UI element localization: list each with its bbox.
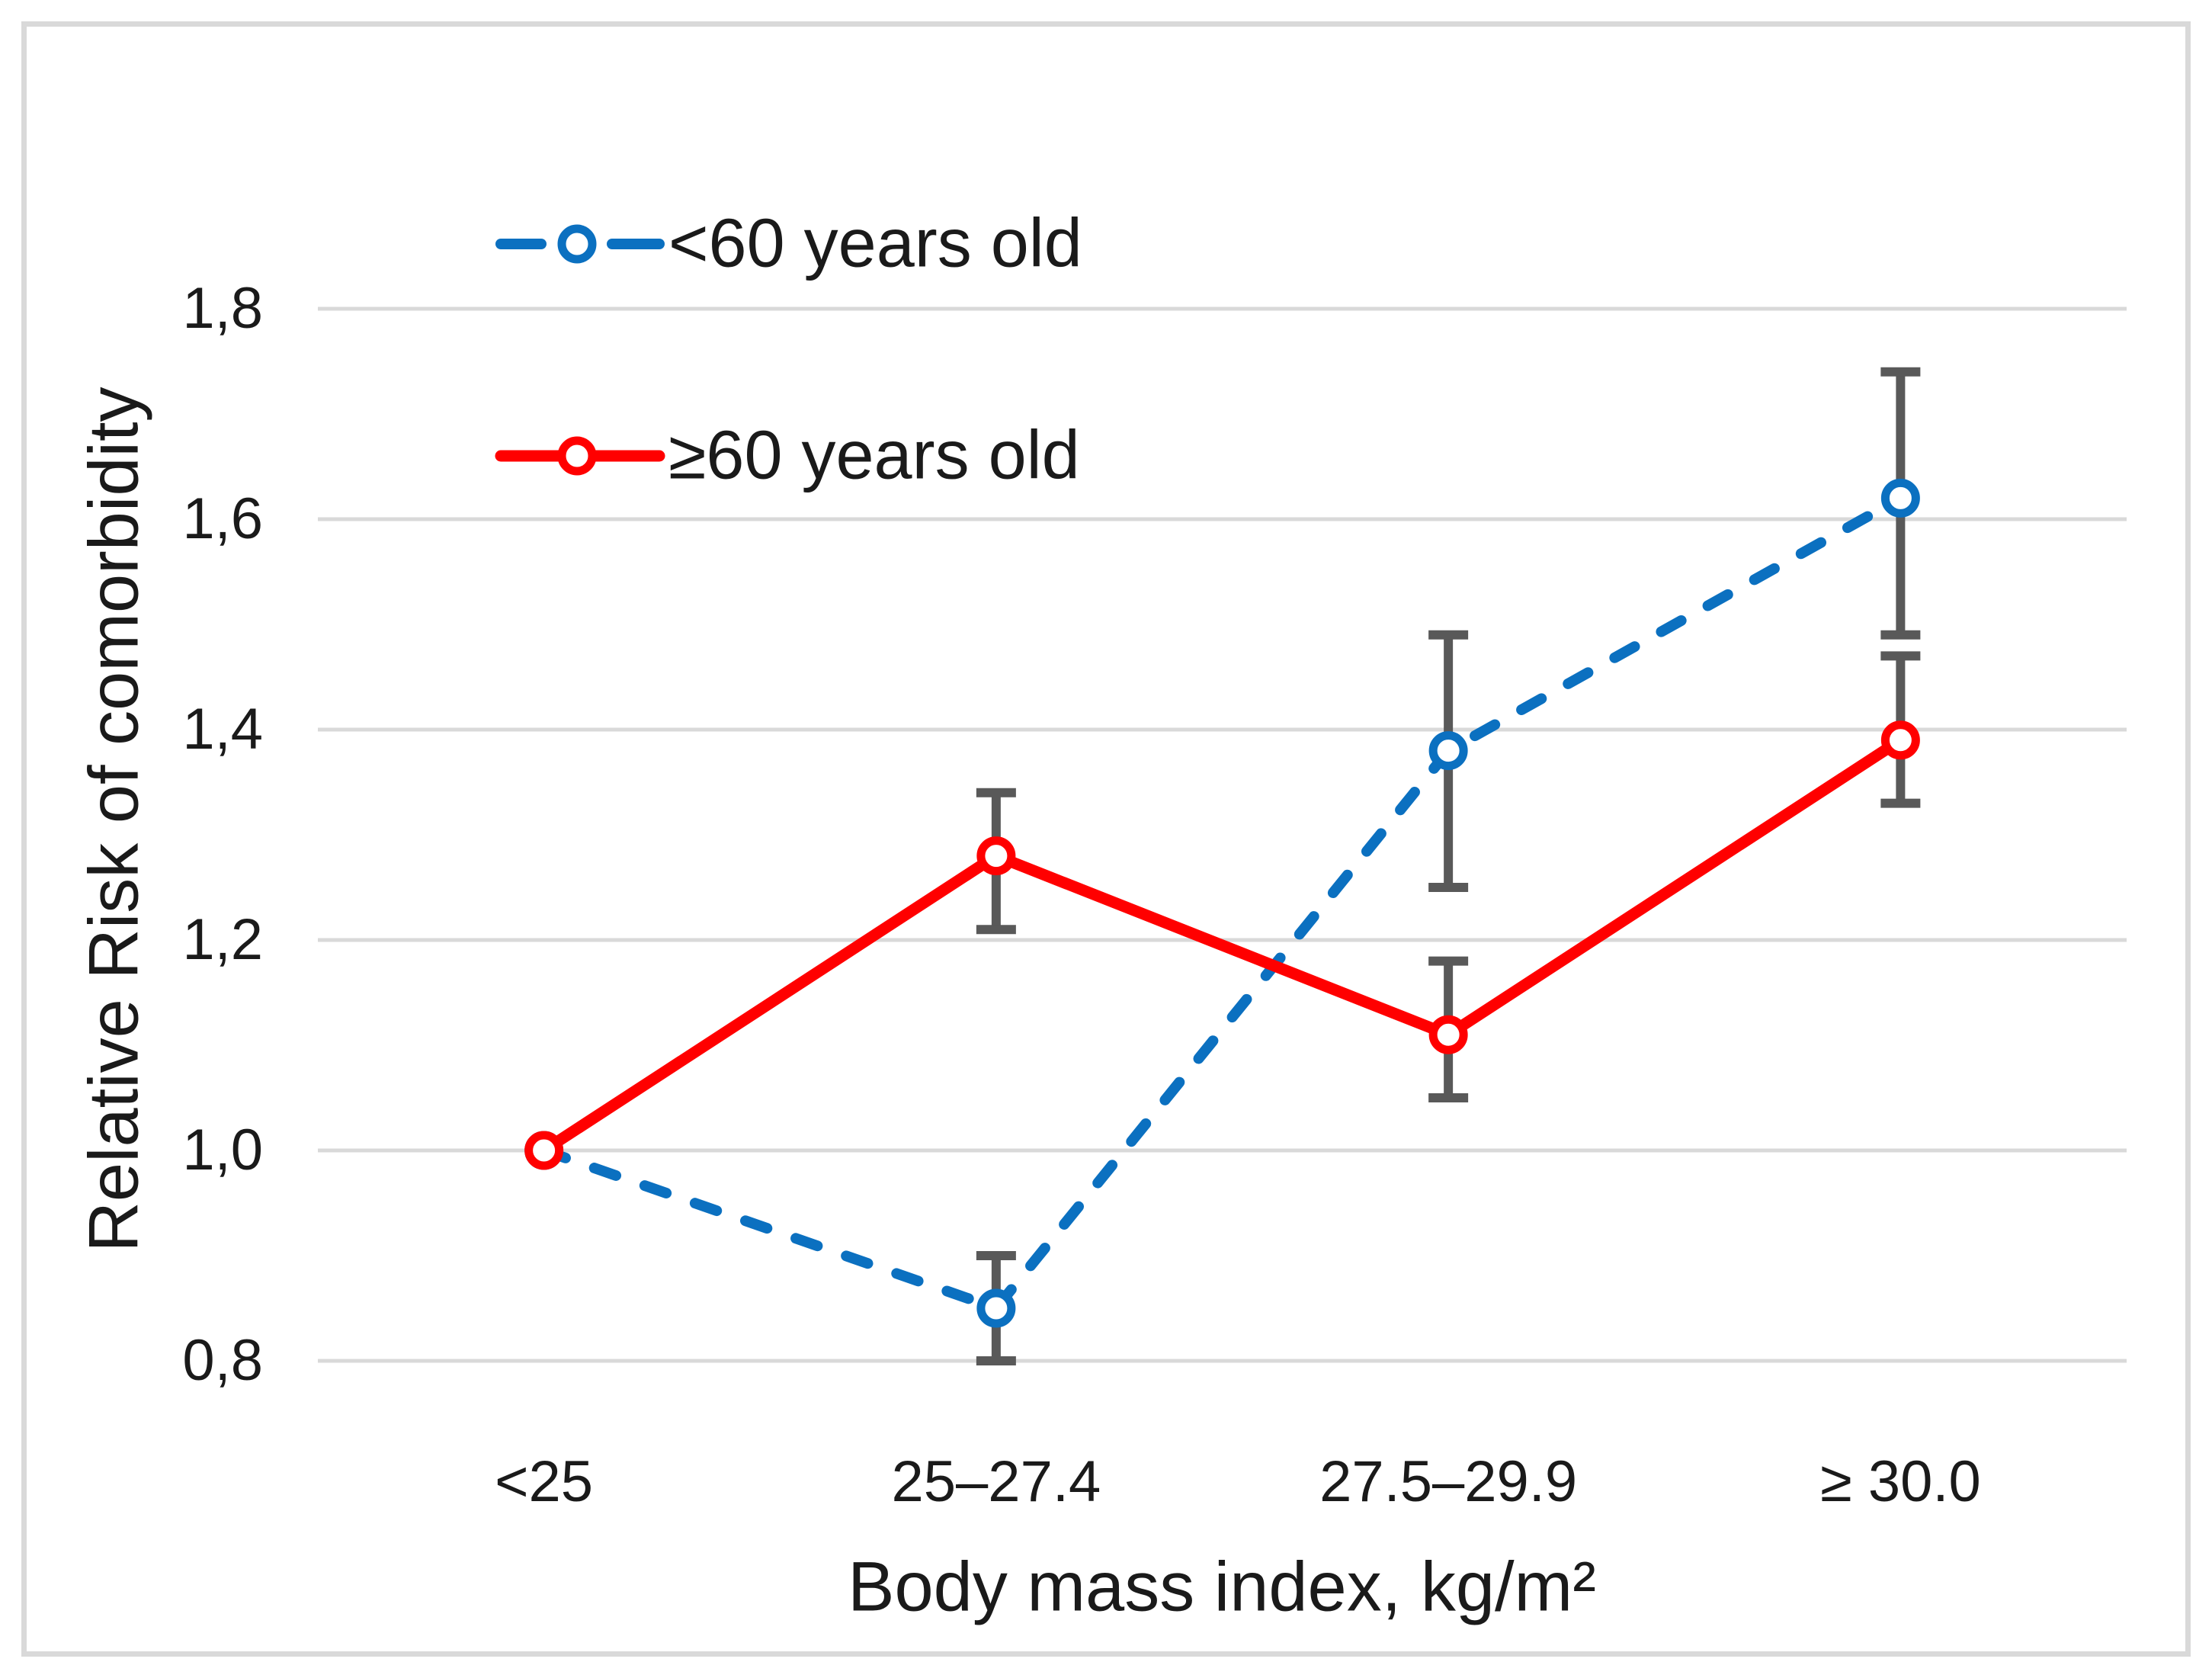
data-point-marker bbox=[1428, 1015, 1468, 1054]
data-point-marker bbox=[976, 1288, 1016, 1328]
x-tick-label: ≥ 30.0 bbox=[1820, 1449, 1981, 1514]
x-tick-label: 25–27.4 bbox=[891, 1449, 1101, 1514]
y-tick-label: 1,4 bbox=[182, 697, 263, 762]
chart-border bbox=[21, 21, 2191, 1657]
legend-marker bbox=[557, 436, 597, 476]
y-tick-label: 1,0 bbox=[182, 1118, 263, 1182]
series-line-60-and-over bbox=[538, 734, 1906, 1157]
legend-label-60-and-over: ≥60 years old bbox=[668, 417, 1080, 494]
data-point-marker bbox=[1880, 478, 1920, 518]
x-tick-label: 27.5–29.9 bbox=[1319, 1449, 1578, 1514]
y-tick-label: 1,2 bbox=[182, 907, 263, 972]
x-tick-label: <25 bbox=[495, 1449, 594, 1514]
data-point-marker bbox=[1880, 720, 1920, 760]
y-tick-label: 1,6 bbox=[182, 486, 263, 551]
data-point-marker bbox=[976, 836, 1016, 876]
data-point-marker bbox=[1428, 731, 1468, 771]
legend-marker bbox=[557, 224, 597, 264]
y-tick-label: 1,8 bbox=[182, 276, 263, 341]
series-line-under-60 bbox=[538, 492, 1906, 1314]
y-tick-label: 0,8 bbox=[182, 1328, 263, 1393]
data-point-marker bbox=[524, 1131, 564, 1170]
legend-label-under-60: <60 years old bbox=[668, 205, 1082, 282]
x-axis-title: Body mass index, kg/m² bbox=[848, 1548, 1596, 1626]
y-axis-title: Relative Risk of comorbidity bbox=[75, 387, 153, 1253]
